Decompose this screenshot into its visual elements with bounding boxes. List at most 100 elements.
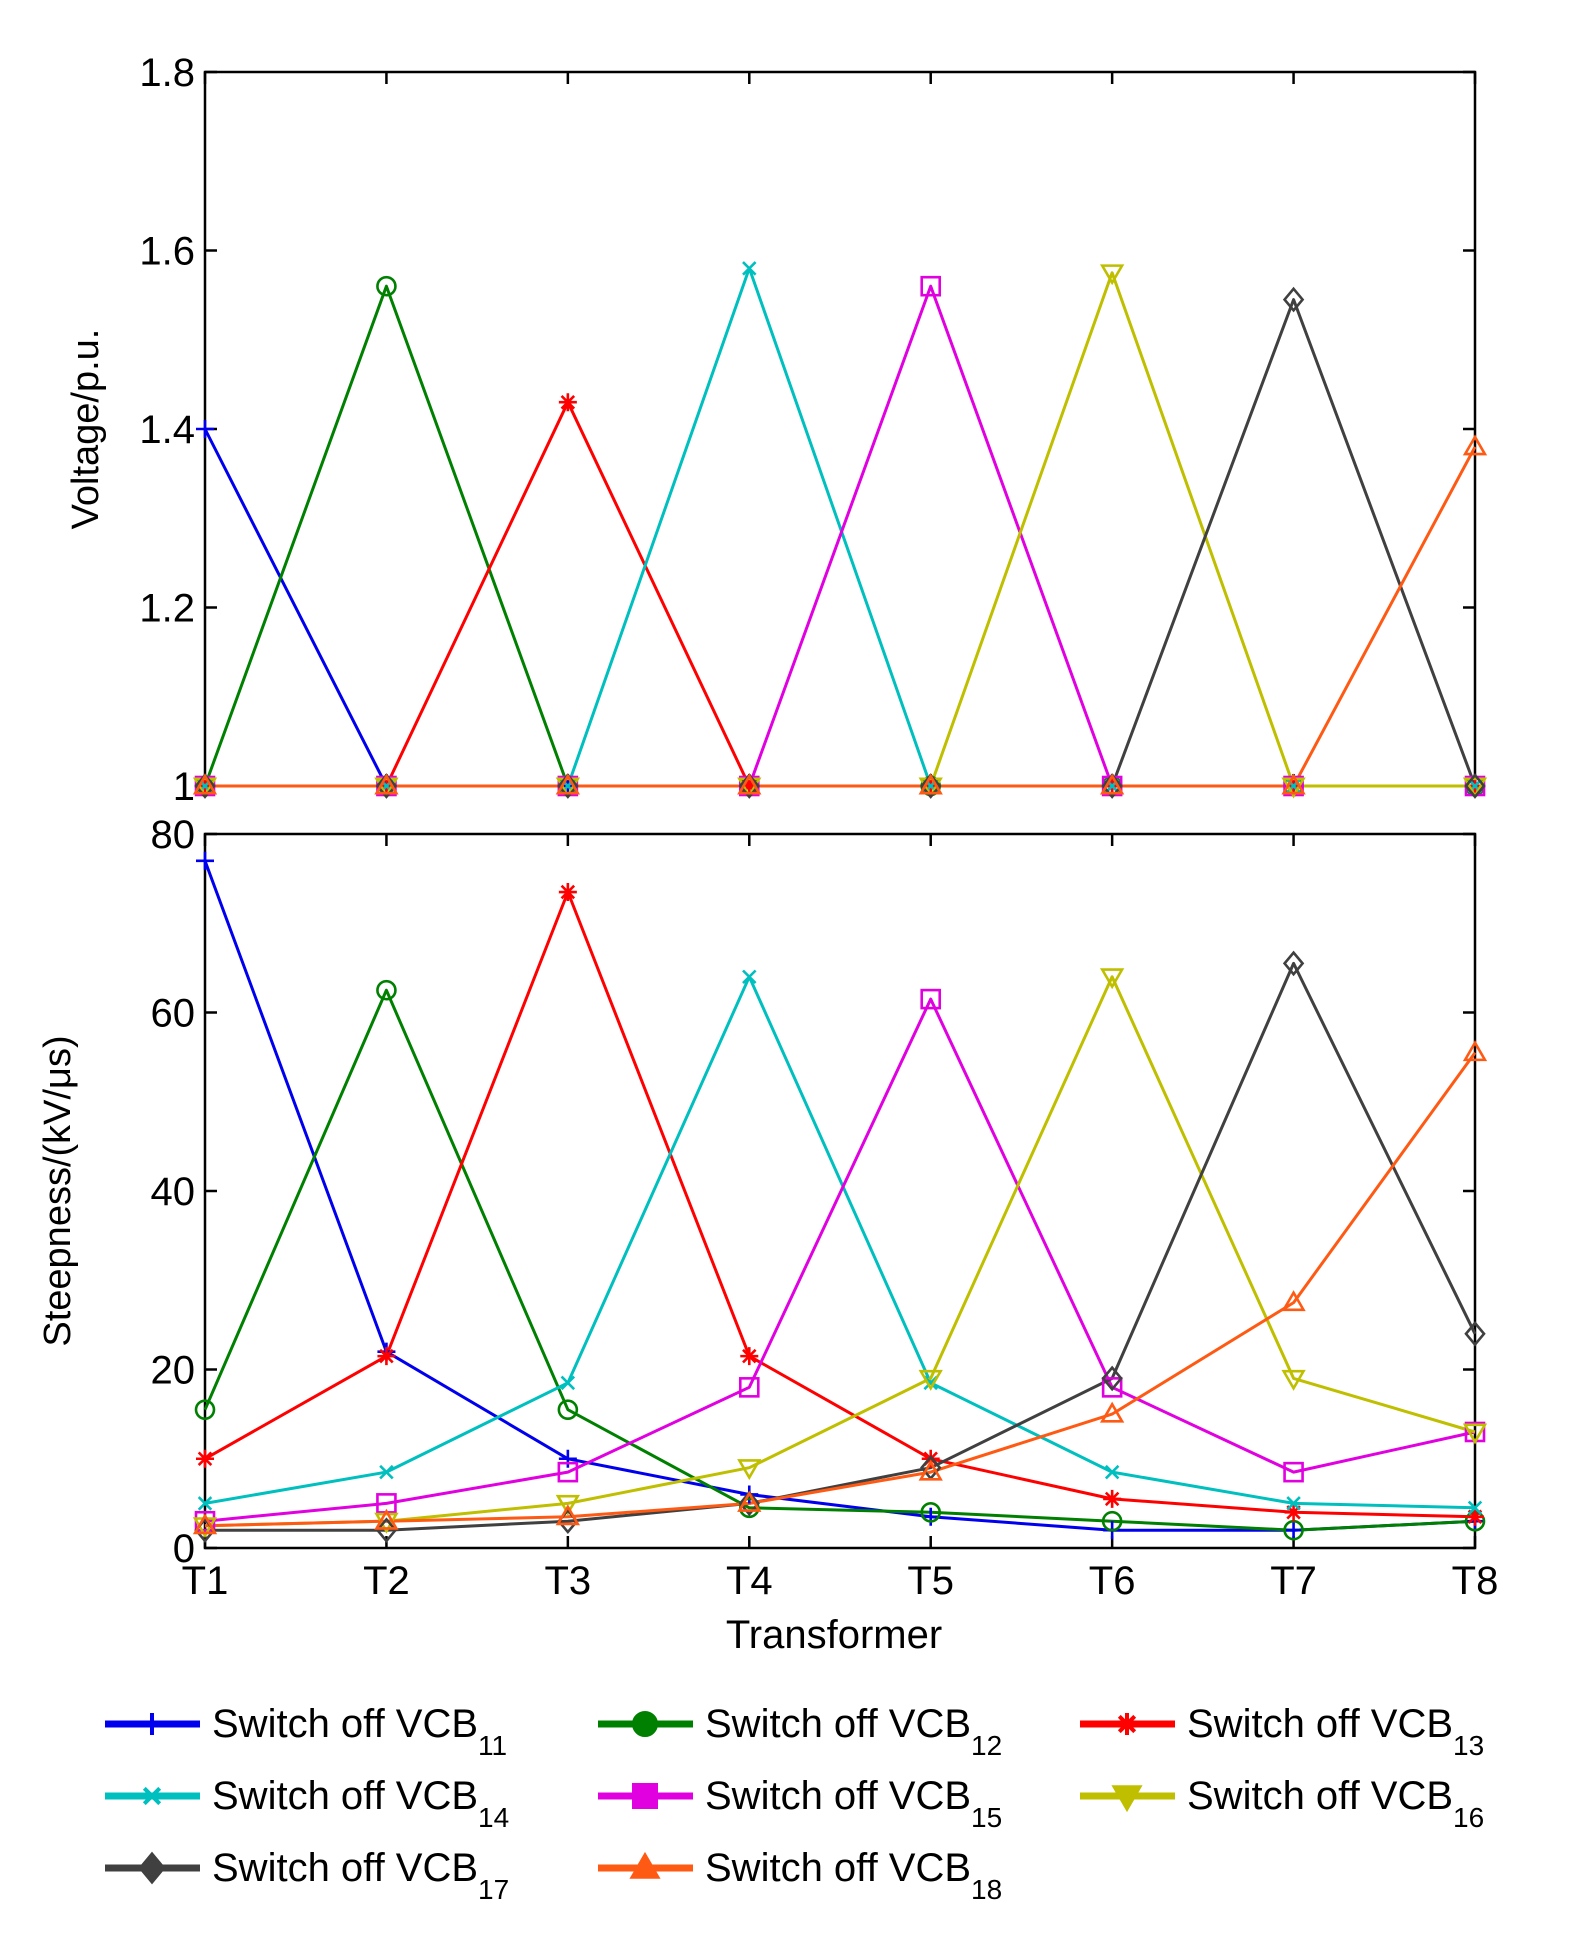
legend-marker bbox=[141, 1713, 163, 1735]
data-point-vcb16 bbox=[192, 777, 218, 799]
data-point-vcb16 bbox=[374, 777, 399, 799]
data-point-vcb13 bbox=[1103, 1489, 1122, 1508]
data-point-vcb11 bbox=[1284, 1521, 1303, 1540]
data-point-vcb18 bbox=[737, 1490, 762, 1512]
legend-marker bbox=[629, 1851, 661, 1879]
data-point-vcb16 bbox=[555, 1494, 581, 1516]
data-point-vcb17 bbox=[738, 1490, 760, 1517]
xtick-label: T6 bbox=[1089, 1559, 1136, 1603]
data-point-vcb18 bbox=[1281, 773, 1306, 795]
data-point-vcb15 bbox=[557, 1461, 579, 1483]
data-point-vcb16 bbox=[1462, 1423, 1488, 1445]
series-line-vcb16 bbox=[204, 975, 1476, 1528]
legend-label-subscript: 17 bbox=[478, 1874, 509, 1905]
ytick-label: 1.8 bbox=[139, 51, 195, 95]
ytick-label: 1.2 bbox=[139, 587, 195, 631]
data-point-vcb18 bbox=[374, 773, 399, 795]
ytick-label: 40 bbox=[151, 1170, 196, 1214]
steepness-ytick-labels: 0 20 40 60 80 bbox=[151, 813, 196, 1571]
data-point-vcb11 bbox=[196, 851, 214, 870]
data-point-vcb12 bbox=[376, 979, 397, 1001]
legend-label-subscript: 16 bbox=[1453, 1802, 1484, 1833]
xtick-label: T2 bbox=[363, 1559, 410, 1603]
xtick-label: T8 bbox=[1452, 1559, 1499, 1603]
data-point-vcb16 bbox=[737, 1459, 762, 1481]
data-point-vcb16 bbox=[1099, 264, 1125, 286]
legend-marker-group bbox=[138, 1851, 166, 1885]
xtick-label: T3 bbox=[545, 1559, 592, 1603]
data-point-vcb18 bbox=[918, 773, 943, 795]
legend-marker-group bbox=[142, 1786, 162, 1806]
legend-marker-group bbox=[632, 1711, 658, 1737]
data-point-vcb14 bbox=[560, 1375, 576, 1391]
data-point-vcb17 bbox=[194, 773, 216, 799]
xtick-label: T7 bbox=[1270, 1559, 1317, 1603]
data-point-vcb13 bbox=[740, 777, 759, 795]
data-point-vcb13 bbox=[377, 1347, 396, 1366]
data-point-vcb17 bbox=[375, 1517, 398, 1543]
data-point-vcb13 bbox=[196, 1449, 214, 1468]
series-line-vcb17 bbox=[205, 961, 1477, 1532]
data-point-vcb18 bbox=[555, 773, 581, 795]
data-point-vcb17 bbox=[1101, 773, 1123, 799]
series-line-vcb13 bbox=[204, 890, 1476, 1519]
voltage-ytick-labels: 1 1.2 1.4 1.6 1.8 bbox=[139, 51, 195, 809]
data-point-vcb15 bbox=[1283, 1461, 1304, 1483]
xtick-label: T5 bbox=[907, 1559, 954, 1603]
data-point-vcb18 bbox=[1099, 773, 1125, 795]
data-point-vcb17 bbox=[1464, 773, 1486, 799]
steepness-ylabel: Steepness/(kV/μs) bbox=[37, 1035, 79, 1346]
voltage-series-group bbox=[192, 261, 1488, 799]
data-point-vcb17 bbox=[375, 773, 398, 799]
legend-marker-group bbox=[141, 1713, 163, 1735]
steepness-xtick-labels: T1 T2 T3 T4 T5 T6 T7 T8 bbox=[182, 1559, 1499, 1603]
ytick-label: 1.4 bbox=[139, 408, 195, 452]
data-point-vcb12 bbox=[194, 1399, 216, 1420]
data-point-vcb16 bbox=[918, 777, 943, 799]
series-line-vcb15 bbox=[204, 997, 1476, 1523]
data-point-vcb17 bbox=[1464, 1320, 1486, 1347]
ytick-label: 80 bbox=[151, 813, 196, 857]
data-point-vcb16 bbox=[918, 1369, 943, 1391]
ytick-label: 60 bbox=[151, 992, 196, 1036]
legend-marker-group bbox=[1111, 1785, 1143, 1813]
data-point-vcb13 bbox=[1466, 1507, 1484, 1526]
data-point-vcb14 bbox=[1286, 1496, 1301, 1511]
voltage-ylabel: Voltage/p.u. bbox=[65, 329, 107, 530]
data-point-vcb16 bbox=[1099, 968, 1125, 990]
data-point-vcb18 bbox=[918, 1459, 943, 1481]
data-point-vcb13 bbox=[558, 883, 577, 902]
series-line-vcb12 bbox=[203, 988, 1476, 1532]
data-point-vcb18 bbox=[192, 773, 218, 795]
data-point-vcb11 bbox=[558, 1449, 577, 1468]
data-point-vcb13 bbox=[558, 393, 577, 412]
legend-marker bbox=[138, 1851, 166, 1885]
legend-label-subscript: 18 bbox=[971, 1874, 1002, 1905]
data-point-vcb12 bbox=[920, 1502, 942, 1523]
legend-marker-group bbox=[632, 1783, 658, 1809]
data-point-vcb18 bbox=[1462, 1040, 1488, 1062]
data-point-vcb17 bbox=[557, 773, 579, 799]
data-point-vcb14 bbox=[742, 261, 757, 276]
xtick-label: T1 bbox=[182, 1559, 229, 1603]
steepness-xlabel: Transformer bbox=[726, 1613, 942, 1657]
data-point-vcb18 bbox=[1462, 434, 1488, 456]
data-point-vcb15 bbox=[920, 988, 942, 1010]
data-point-vcb18 bbox=[192, 1513, 218, 1535]
data-point-vcb15 bbox=[1101, 1377, 1123, 1398]
data-point-vcb17 bbox=[920, 773, 942, 799]
data-point-vcb17 bbox=[1282, 950, 1305, 977]
data-point-vcb14 bbox=[197, 1496, 213, 1511]
legend-marker-group bbox=[629, 1851, 661, 1879]
legend-marker-group bbox=[1116, 1713, 1138, 1735]
ytick-label: 0 bbox=[173, 1527, 195, 1571]
data-point-vcb13 bbox=[1284, 1503, 1303, 1522]
series-line-vcb18 bbox=[205, 446, 1477, 788]
data-point-vcb14 bbox=[379, 1464, 394, 1480]
data-point-vcb11 bbox=[921, 1507, 940, 1526]
data-point-vcb17 bbox=[1282, 286, 1305, 313]
voltage-panel: 1 1.2 1.4 1.6 1.8 Voltage/p.u. bbox=[65, 51, 1488, 809]
legend-label-subscript: 11 bbox=[478, 1730, 507, 1761]
